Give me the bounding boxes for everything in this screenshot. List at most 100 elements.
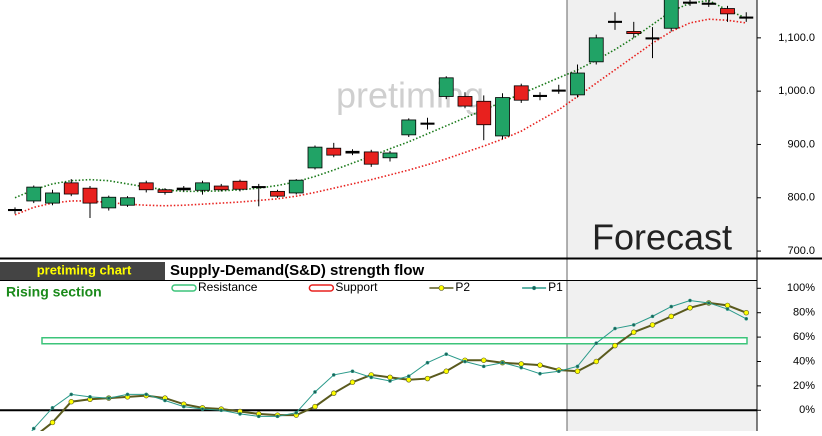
candle-body <box>683 1 697 4</box>
series-point <box>631 329 637 335</box>
candle-body <box>157 189 173 193</box>
series-point <box>744 317 749 321</box>
candle-body <box>663 0 679 29</box>
series-point <box>424 375 431 382</box>
legend-label: Resistance <box>198 280 258 294</box>
candle-body <box>326 147 342 156</box>
series-point <box>49 419 56 426</box>
series-point <box>669 304 674 309</box>
series-point <box>331 390 337 396</box>
legend-label: P2 <box>455 280 470 294</box>
price-plot <box>8 0 754 219</box>
series-point <box>238 412 242 416</box>
series-point <box>387 374 393 381</box>
candle-body <box>101 196 117 209</box>
series-point <box>68 399 74 405</box>
y-tick-label: 1,000.0 <box>778 85 815 97</box>
legend-marker <box>438 285 445 291</box>
series-point <box>613 326 617 331</box>
candle-body <box>45 192 60 204</box>
series-point <box>537 362 543 368</box>
candle-body <box>513 85 529 101</box>
series-point <box>593 358 599 365</box>
series-point <box>463 359 467 364</box>
watermark: pretiming <box>336 75 484 116</box>
legend-swatch <box>171 284 197 292</box>
series-point <box>406 377 412 383</box>
series-point <box>631 323 636 327</box>
y-tick-label: 100% <box>787 282 815 294</box>
candle-body <box>270 190 285 197</box>
header-box <box>0 262 165 280</box>
series-point <box>706 301 711 305</box>
forecast-label: Forecast <box>592 217 732 258</box>
y-tick-label: 700.0 <box>787 245 815 257</box>
y-tick-label: 1,100.0 <box>778 32 815 44</box>
candle-body <box>420 122 435 125</box>
series-point <box>331 373 336 377</box>
candle-body <box>307 146 323 169</box>
series-point <box>88 395 92 399</box>
series-point <box>724 302 731 309</box>
series-point <box>612 342 618 349</box>
series-point <box>406 374 411 378</box>
series-line <box>39 301 747 431</box>
series-point <box>444 352 449 356</box>
candle-body <box>232 180 248 190</box>
series-point <box>219 408 224 413</box>
candle-body <box>645 37 660 40</box>
series-point <box>481 364 486 369</box>
y-tick-label: 60% <box>793 331 815 343</box>
series-point <box>538 371 542 376</box>
series-point <box>668 313 674 320</box>
candle-body <box>82 187 98 204</box>
legend-label: Support <box>335 280 378 294</box>
series-point <box>163 398 167 403</box>
series-point <box>388 379 392 383</box>
candle-body <box>495 97 510 137</box>
series-point <box>519 365 524 370</box>
candle-body <box>26 186 42 202</box>
series-point <box>256 414 261 419</box>
y-tick-label: 0% <box>799 404 815 416</box>
series-point <box>313 390 317 394</box>
candle-body <box>720 8 735 15</box>
series-point <box>575 364 580 369</box>
series-point <box>687 305 693 311</box>
candle-body <box>626 31 642 34</box>
series-point <box>200 407 205 411</box>
series-line <box>31 300 747 431</box>
flow-plot <box>0 298 757 431</box>
series-point <box>481 357 487 363</box>
candle-body <box>363 151 379 165</box>
candle-body <box>551 89 566 92</box>
series-point <box>275 414 280 419</box>
candle-body <box>176 187 191 191</box>
candle-body <box>588 37 604 63</box>
series-point <box>106 396 111 400</box>
candle-body <box>739 16 754 19</box>
series-point <box>500 360 505 365</box>
series-point <box>312 403 318 410</box>
candle-body <box>8 208 22 212</box>
series-point <box>125 392 130 397</box>
series-point <box>443 368 449 374</box>
section-label: Rising section <box>6 284 102 300</box>
candle-body <box>382 152 398 159</box>
header-label: pretiming chart <box>37 262 132 277</box>
y-tick-label: 900.0 <box>787 138 815 150</box>
panel-title: Supply-Demand(S&D) strength flow <box>170 262 424 279</box>
series-point <box>594 341 599 345</box>
candle-body <box>570 72 585 96</box>
series-point <box>181 404 186 409</box>
candle-body <box>533 94 547 97</box>
candle-body <box>63 182 79 195</box>
y-tick-label: 40% <box>793 355 815 367</box>
candle-body <box>476 100 492 126</box>
series-point <box>556 369 561 374</box>
series-point <box>518 361 524 367</box>
series-point <box>31 426 36 431</box>
y-tick-label: 800.0 <box>787 192 815 204</box>
